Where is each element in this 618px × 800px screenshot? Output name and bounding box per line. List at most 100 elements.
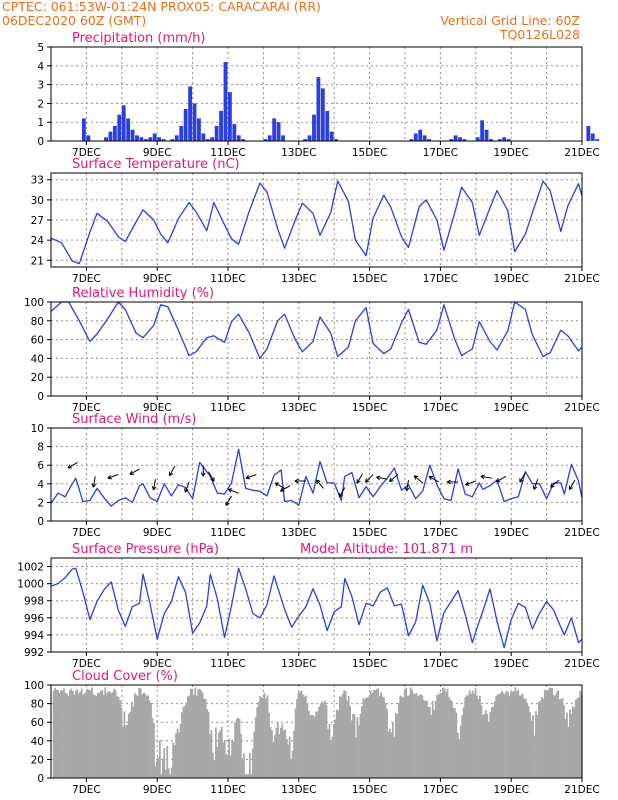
cloud-bar [428, 707, 431, 778]
precip-bar [143, 139, 148, 141]
cloud-bar [198, 689, 201, 778]
cloud-bar [235, 719, 238, 778]
precip-bar [126, 118, 131, 141]
cloud-bar [186, 696, 189, 778]
wind-arrow-head [389, 477, 392, 482]
cloud-bar [319, 703, 322, 778]
precip-frame [50, 46, 583, 142]
cloud-bar [358, 725, 360, 778]
cloud-bar [153, 722, 155, 778]
cloud-bar [243, 753, 245, 778]
cloud-bar [113, 688, 116, 778]
cloud-bar [225, 754, 228, 778]
precip-panel: Precipitation (mm/h) 0 1 2 3 4 5 7DEC 9DEC 11DEC 1… [37, 31, 599, 159]
cloud-bar [266, 695, 269, 778]
temp-xtick-label: 11DEC [210, 273, 245, 285]
cloud-bar [101, 690, 104, 778]
cloud-bar [120, 707, 123, 778]
cloud-bar [341, 693, 344, 778]
cloud-bar [54, 688, 57, 778]
cloud-bar [365, 697, 368, 778]
precip-bar [197, 118, 201, 141]
cloud-bar [304, 695, 307, 778]
cloud-bar [309, 715, 312, 778]
wind-arrow-shaft [274, 482, 285, 489]
cloud-bar [167, 768, 170, 778]
wind-arrow-head [495, 478, 499, 483]
precip-bar [462, 139, 467, 141]
pres-xtick-label: 21DEC [564, 658, 599, 670]
wind-arrow-head [245, 474, 250, 479]
wind-arrow-shaft [67, 461, 78, 469]
cloud-bar [156, 761, 158, 778]
cloud-bar [276, 722, 279, 778]
cloud-bar [462, 707, 465, 778]
cloud-bar [546, 690, 549, 778]
wind-arrow [532, 478, 539, 490]
wind-arrow-shaft [519, 472, 526, 483]
cloud-bar [195, 695, 198, 778]
cloud-bar [215, 727, 217, 778]
cloud-bar [474, 688, 477, 778]
cloud-bar [232, 741, 235, 778]
wind-arrow-head [294, 478, 299, 482]
cloud-bar [98, 692, 101, 778]
cloud-bar [377, 688, 380, 778]
wind-arrow [413, 475, 424, 484]
wind-xtick-label: 17DEC [423, 527, 458, 539]
cloud-bar [105, 693, 108, 778]
wind-arrow-head [151, 486, 154, 491]
cloud-bar [392, 722, 394, 778]
header-station: CPTEC: 061:53W-01:24N PROX05: CARACARAI … [2, 0, 321, 14]
cloud-bar [272, 742, 275, 778]
cloud-bar [570, 713, 573, 778]
cloud-bar [498, 694, 500, 778]
cloud-bar [380, 692, 382, 778]
precip-ytick-label: 1 [37, 117, 44, 129]
temp-xtick-label: 9DEC [143, 273, 172, 285]
wind-arrow-head [227, 489, 232, 493]
cloud-bar [415, 693, 418, 778]
cloud-bar [207, 711, 210, 778]
cloud-bar [123, 711, 126, 778]
cloud-bar [443, 688, 446, 778]
cloud-bar [495, 696, 498, 778]
cloud-bar [340, 697, 343, 778]
cloud-bar [574, 699, 577, 778]
cloud-bar [327, 729, 329, 778]
cloud-bar [356, 717, 359, 778]
pres-xtick-label: 9DEC [143, 658, 172, 670]
cloud-bar [253, 731, 256, 778]
cloud-bar [363, 699, 366, 778]
precip-bar [489, 139, 493, 141]
cloud-ytick-label: 60 [31, 717, 44, 729]
wind-arrow [316, 479, 324, 489]
pres-annotation: Model Altitude: 101.871 m [300, 542, 473, 557]
cloud-bar [481, 714, 484, 778]
cloud-bar [73, 694, 76, 778]
cloud-bar [77, 693, 80, 778]
cloud-bar [204, 698, 207, 778]
wind-arrow-head [465, 481, 469, 486]
cloud-bar [476, 695, 478, 778]
cloud-bar [484, 710, 487, 778]
cloud-bar [489, 711, 492, 778]
rh-xtick-label: 9DEC [143, 402, 172, 414]
cloud-bar [515, 691, 518, 778]
temp-ytick-label: 30 [31, 195, 44, 207]
wind-arrow [550, 479, 560, 488]
wind-xtick-label: 9DEC [143, 527, 172, 539]
cloud-bar [85, 692, 87, 778]
cloud-bar [487, 721, 490, 778]
cloud-bar [66, 693, 68, 778]
precip-bar [449, 139, 454, 141]
cloud-bar [470, 694, 472, 778]
wind-arrow-head [446, 481, 451, 485]
precip-bar [272, 118, 277, 141]
cloud-bar [213, 760, 216, 778]
precip-bar [135, 135, 139, 141]
cloud-bar [130, 701, 133, 778]
wind-arrow-shaft [107, 474, 119, 479]
precip-bar [458, 137, 462, 141]
precip-bar [188, 86, 192, 141]
